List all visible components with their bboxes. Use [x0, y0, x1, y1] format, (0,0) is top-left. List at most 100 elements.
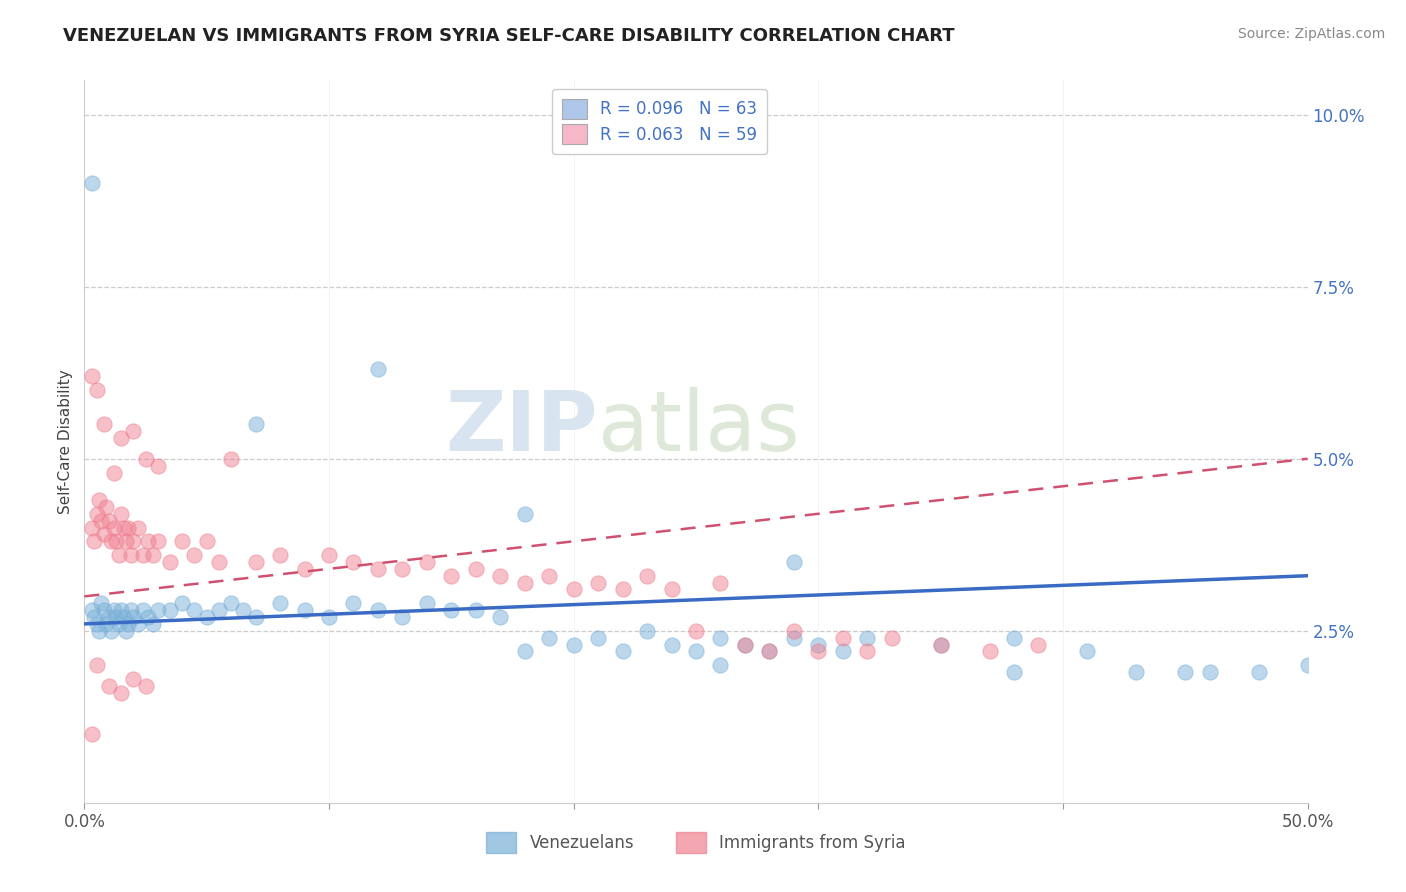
Point — [342, 596, 364, 610]
Point — [1296, 658, 1319, 673]
Point — [120, 603, 142, 617]
Point — [489, 568, 512, 582]
Point — [112, 610, 135, 624]
Point — [294, 603, 316, 617]
Point — [90, 596, 112, 610]
Point — [80, 727, 103, 741]
Point — [142, 548, 165, 562]
Point — [86, 616, 108, 631]
Point — [232, 603, 254, 617]
Point — [127, 616, 149, 631]
Text: atlas: atlas — [598, 386, 800, 467]
Point — [391, 562, 413, 576]
Point — [105, 534, 128, 549]
Point — [391, 610, 413, 624]
Point — [831, 631, 853, 645]
Point — [929, 638, 952, 652]
Point — [97, 679, 120, 693]
Point — [440, 603, 463, 617]
Point — [96, 500, 118, 514]
Point — [1125, 665, 1147, 679]
Point — [122, 610, 145, 624]
Point — [562, 638, 585, 652]
Point — [318, 610, 340, 624]
Text: VENEZUELAN VS IMMIGRANTS FROM SYRIA SELF-CARE DISABILITY CORRELATION CHART: VENEZUELAN VS IMMIGRANTS FROM SYRIA SELF… — [63, 27, 955, 45]
Point — [93, 527, 115, 541]
Point — [758, 644, 780, 658]
Point — [661, 582, 683, 597]
Point — [636, 568, 658, 582]
Point — [1076, 644, 1098, 658]
Point — [132, 603, 155, 617]
Point — [685, 624, 707, 638]
Point — [367, 362, 389, 376]
Point — [135, 679, 157, 693]
Point — [93, 603, 115, 617]
Point — [758, 644, 780, 658]
Point — [538, 568, 561, 582]
Point — [685, 644, 707, 658]
Point — [80, 369, 103, 384]
Point — [464, 562, 486, 576]
Y-axis label: Self-Care Disability: Self-Care Disability — [58, 369, 73, 514]
Point — [96, 616, 118, 631]
Point — [783, 555, 806, 569]
Point — [195, 610, 218, 624]
Point — [245, 610, 267, 624]
Point — [245, 555, 267, 569]
Point — [612, 582, 634, 597]
Point — [783, 631, 806, 645]
Point — [1247, 665, 1270, 679]
Point — [245, 417, 267, 432]
Point — [807, 644, 830, 658]
Point — [269, 548, 291, 562]
Point — [979, 644, 1001, 658]
Point — [103, 466, 125, 480]
Point — [734, 638, 756, 652]
Point — [132, 548, 155, 562]
Point — [115, 624, 138, 638]
Point — [416, 596, 439, 610]
Point — [135, 451, 157, 466]
Point — [709, 575, 731, 590]
Point — [122, 672, 145, 686]
Point — [100, 624, 122, 638]
Point — [195, 534, 218, 549]
Point — [464, 603, 486, 617]
Point — [513, 575, 536, 590]
Point — [100, 534, 122, 549]
Point — [929, 638, 952, 652]
Point — [120, 548, 142, 562]
Point — [367, 603, 389, 617]
Point — [117, 520, 139, 534]
Point — [172, 596, 194, 610]
Point — [807, 638, 830, 652]
Point — [80, 603, 103, 617]
Point — [208, 555, 231, 569]
Point — [127, 520, 149, 534]
Point — [103, 520, 125, 534]
Point — [110, 431, 132, 445]
Point — [1174, 665, 1197, 679]
Point — [93, 417, 115, 432]
Point — [367, 562, 389, 576]
Point — [538, 631, 561, 645]
Point — [661, 638, 683, 652]
Point — [87, 493, 110, 508]
Point — [856, 631, 879, 645]
Point — [136, 610, 159, 624]
Point — [1002, 665, 1025, 679]
Point — [489, 610, 512, 624]
Point — [709, 658, 731, 673]
Point — [709, 631, 731, 645]
Point — [87, 624, 110, 638]
Point — [107, 548, 129, 562]
Point — [112, 520, 135, 534]
Point — [136, 534, 159, 549]
Point — [122, 534, 145, 549]
Point — [83, 610, 105, 624]
Point — [219, 451, 242, 466]
Point — [269, 596, 291, 610]
Point — [103, 603, 125, 617]
Point — [183, 603, 205, 617]
